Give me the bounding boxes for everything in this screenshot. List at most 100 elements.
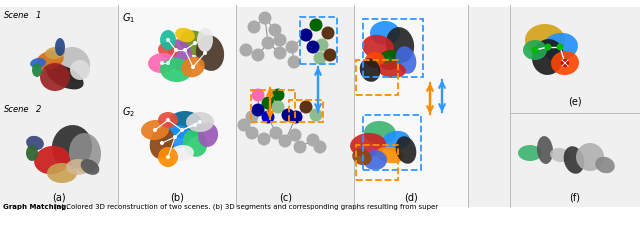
Ellipse shape <box>34 146 70 174</box>
Text: (e): (e) <box>568 97 582 107</box>
Text: $G_1$: $G_1$ <box>122 11 135 25</box>
Ellipse shape <box>532 39 564 75</box>
Ellipse shape <box>252 104 264 117</box>
Text: (a): (a) <box>52 193 66 203</box>
Bar <box>289 100 323 122</box>
Ellipse shape <box>186 112 214 132</box>
Ellipse shape <box>518 145 542 161</box>
Ellipse shape <box>531 47 538 54</box>
Ellipse shape <box>321 27 335 40</box>
Ellipse shape <box>196 35 224 71</box>
Ellipse shape <box>300 101 312 113</box>
Bar <box>510 7 640 207</box>
Ellipse shape <box>193 123 197 127</box>
Ellipse shape <box>376 147 404 163</box>
Ellipse shape <box>365 52 385 68</box>
Ellipse shape <box>180 128 184 132</box>
Text: Scene: Scene <box>4 105 29 114</box>
Ellipse shape <box>300 29 312 41</box>
Ellipse shape <box>46 65 84 89</box>
Ellipse shape <box>198 120 202 124</box>
Ellipse shape <box>173 135 177 139</box>
Ellipse shape <box>595 157 615 173</box>
Ellipse shape <box>55 38 65 56</box>
Ellipse shape <box>248 20 260 34</box>
Ellipse shape <box>246 126 259 140</box>
Ellipse shape <box>307 133 319 146</box>
Ellipse shape <box>153 128 157 132</box>
Ellipse shape <box>316 38 328 52</box>
Ellipse shape <box>81 159 99 175</box>
Ellipse shape <box>523 40 547 60</box>
Ellipse shape <box>26 136 44 150</box>
Ellipse shape <box>148 53 176 73</box>
Ellipse shape <box>183 48 187 52</box>
Ellipse shape <box>396 46 416 74</box>
Ellipse shape <box>386 27 414 63</box>
Ellipse shape <box>273 34 287 47</box>
Ellipse shape <box>197 28 213 52</box>
Ellipse shape <box>30 58 46 68</box>
Ellipse shape <box>370 21 400 45</box>
Ellipse shape <box>54 47 90 83</box>
Ellipse shape <box>40 63 70 91</box>
Ellipse shape <box>323 49 337 61</box>
Ellipse shape <box>294 140 307 153</box>
Ellipse shape <box>160 30 176 50</box>
Ellipse shape <box>262 97 275 110</box>
Bar <box>300 17 337 64</box>
Ellipse shape <box>537 136 553 164</box>
Ellipse shape <box>166 61 170 65</box>
Ellipse shape <box>289 110 303 124</box>
Ellipse shape <box>378 50 402 70</box>
Ellipse shape <box>287 56 301 68</box>
Ellipse shape <box>285 40 298 54</box>
Ellipse shape <box>310 18 323 32</box>
Ellipse shape <box>70 60 90 80</box>
Ellipse shape <box>314 140 326 153</box>
Ellipse shape <box>350 133 386 157</box>
Ellipse shape <box>237 119 250 131</box>
Bar <box>363 115 421 170</box>
Ellipse shape <box>362 35 394 59</box>
Ellipse shape <box>352 149 372 165</box>
Ellipse shape <box>158 147 178 167</box>
Ellipse shape <box>545 43 552 50</box>
Ellipse shape <box>550 148 570 162</box>
Text: (c): (c) <box>280 193 292 203</box>
Bar <box>118 7 236 207</box>
Ellipse shape <box>262 36 275 50</box>
Ellipse shape <box>396 136 416 164</box>
Ellipse shape <box>193 41 197 45</box>
Ellipse shape <box>166 118 170 122</box>
Ellipse shape <box>160 141 164 145</box>
Bar <box>468 7 510 207</box>
Ellipse shape <box>47 163 77 183</box>
Ellipse shape <box>360 58 380 82</box>
Bar <box>236 7 354 207</box>
Bar <box>0 7 118 207</box>
Ellipse shape <box>271 88 285 101</box>
Ellipse shape <box>252 88 264 101</box>
Ellipse shape <box>259 11 271 25</box>
Ellipse shape <box>160 61 164 65</box>
Ellipse shape <box>150 127 174 159</box>
Ellipse shape <box>576 143 604 171</box>
Ellipse shape <box>363 150 387 170</box>
Ellipse shape <box>269 23 282 36</box>
Ellipse shape <box>282 108 294 122</box>
Ellipse shape <box>310 108 323 122</box>
Ellipse shape <box>239 43 253 56</box>
Text: (d): (d) <box>404 193 418 203</box>
Ellipse shape <box>166 155 170 159</box>
Ellipse shape <box>307 40 319 54</box>
Ellipse shape <box>69 133 101 173</box>
Ellipse shape <box>45 47 65 59</box>
Ellipse shape <box>561 59 569 67</box>
Ellipse shape <box>542 33 578 61</box>
Ellipse shape <box>246 110 259 124</box>
Ellipse shape <box>191 65 195 69</box>
Ellipse shape <box>262 110 275 124</box>
Text: (f): (f) <box>570 193 580 203</box>
Bar <box>356 60 398 95</box>
